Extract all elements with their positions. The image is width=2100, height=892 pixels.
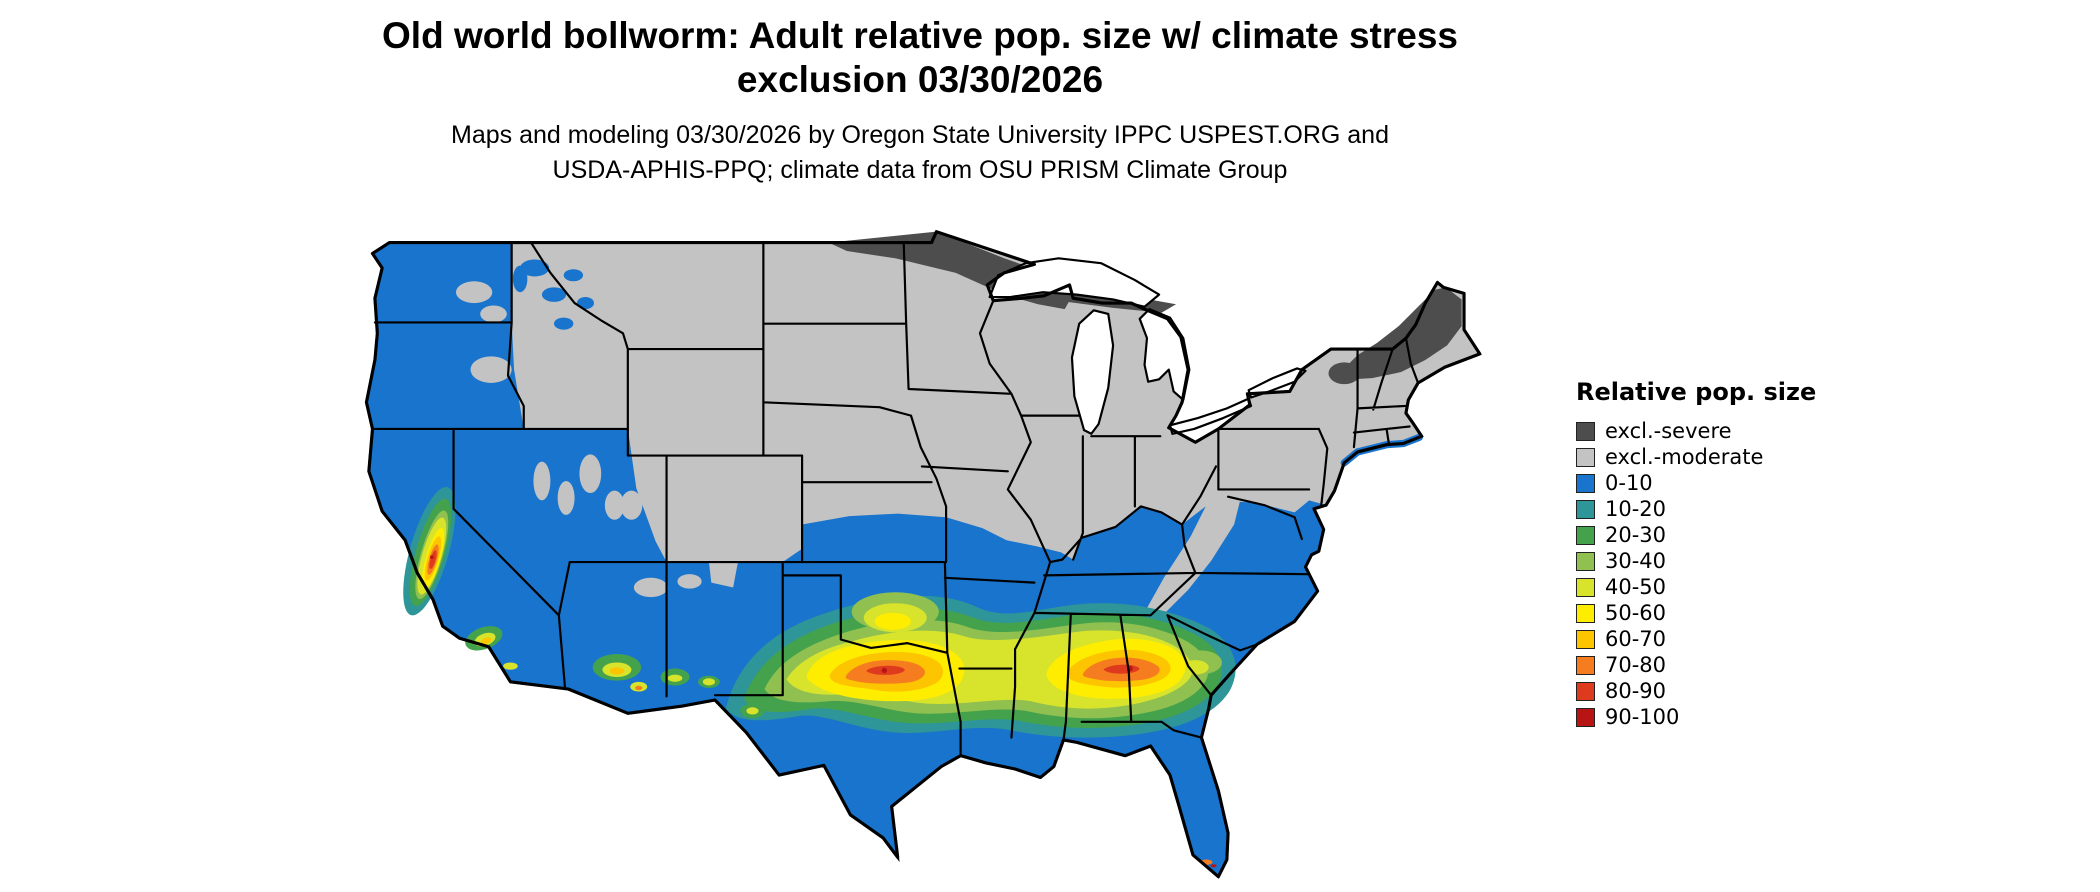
state-boundaries (371, 241, 1420, 757)
legend-item: excl.-moderate (1576, 444, 1816, 470)
legend-item: excl.-severe (1576, 418, 1816, 444)
subtitle-line-2: USDA-APHIS-PPQ; climate data from OSU PR… (552, 156, 1288, 184)
legend-label: 90-100 (1605, 705, 1680, 729)
legend-item: 40-50 (1576, 574, 1816, 600)
legend-label: 80-90 (1605, 679, 1667, 703)
legend-title: Relative pop. size (1576, 378, 1817, 406)
legend-label: 50-60 (1605, 601, 1667, 625)
legend-swatch (1576, 551, 1595, 571)
legend-swatch (1576, 629, 1595, 649)
legend-item: 0-10 (1576, 470, 1816, 496)
title-line-1: Old world bollworm: Adult relative pop. … (382, 15, 1458, 56)
subtitle-line-1: Maps and modeling 03/30/2026 by Oregon S… (451, 121, 1389, 149)
legend-label: 0-10 (1605, 471, 1653, 495)
legend-item: 10-20 (1576, 496, 1816, 522)
page-title: Old world bollworm: Adult relative pop. … (0, 14, 1840, 102)
legend-swatch (1576, 707, 1595, 727)
legend-label: 60-70 (1605, 627, 1667, 651)
legend-swatch (1576, 499, 1595, 519)
legend-label: 20-30 (1605, 523, 1667, 547)
legend-swatch (1576, 681, 1595, 701)
legend-swatch (1576, 577, 1595, 597)
lake-ontario (1247, 367, 1307, 399)
map-header: Old world bollworm: Adult relative pop. … (0, 14, 1840, 188)
us-outline (364, 230, 1482, 879)
title-line-2: exclusion 03/30/2026 (736, 59, 1104, 100)
legend-item: 50-60 (1576, 600, 1816, 626)
legend-label: 40-50 (1605, 575, 1667, 599)
legend-item: 30-40 (1576, 548, 1816, 574)
legend-swatch (1576, 655, 1595, 675)
map-region-excl-moderate-patches (455, 281, 1243, 612)
legend-items: excl.-severe excl.-moderate 0-10 10-20 2… (1576, 418, 1816, 730)
legend-swatch (1576, 421, 1595, 441)
legend-label: 70-80 (1605, 653, 1667, 677)
legend-swatch (1576, 447, 1595, 467)
legend-item: 90-100 (1576, 704, 1816, 730)
legend-label: 10-20 (1605, 497, 1667, 521)
page-subtitle: Maps and modeling 03/30/2026 by Oregon S… (0, 118, 1840, 188)
legend: Relative pop. size excl.-severe excl.-mo… (1576, 378, 1816, 730)
legend-swatch (1576, 603, 1595, 623)
legend-item: 60-70 (1576, 626, 1816, 652)
legend-label: 30-40 (1605, 549, 1667, 573)
legend-label: excl.-severe (1605, 419, 1732, 443)
legend-item: 20-30 (1576, 522, 1816, 548)
lake-michigan (1070, 309, 1115, 435)
legend-swatch (1576, 473, 1595, 493)
legend-item: 80-90 (1576, 678, 1816, 704)
us-map (364, 230, 1482, 879)
us-map-container (305, 222, 1540, 890)
legend-swatch (1576, 525, 1595, 545)
legend-item: 70-80 (1576, 652, 1816, 678)
legend-label: excl.-moderate (1605, 445, 1764, 469)
